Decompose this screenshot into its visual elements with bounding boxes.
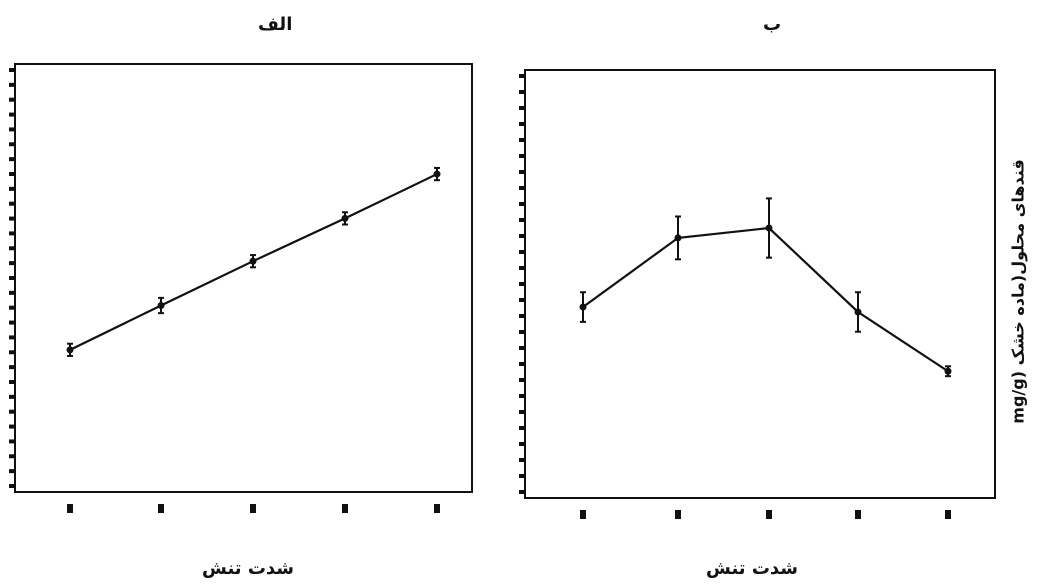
panel-a-data-point — [157, 302, 165, 310]
panel-a-x-tick — [342, 504, 348, 513]
panel-b-x-tick — [855, 510, 861, 519]
panel-b-x-tick — [766, 510, 772, 519]
panel-a-x-tick — [250, 504, 256, 513]
panel-a-title: الف — [258, 14, 293, 35]
panel-a-data-point — [341, 214, 349, 222]
panel-b-plot-frame — [524, 69, 996, 499]
panel-b-data-point — [674, 234, 682, 242]
panel-a-x-axis-label: شدت تنش — [202, 558, 295, 579]
panel-b-x-tick — [580, 510, 586, 519]
panel-a-plot-frame — [14, 63, 473, 493]
panel-b-series-line — [582, 226, 949, 373]
panel-a-x-tick — [434, 504, 440, 513]
panel-b-x-axis-label: شدت تنش — [706, 558, 799, 579]
panel-b-data-point — [765, 224, 773, 232]
panel-a-x-tick — [67, 504, 73, 513]
panel-b-data-point — [579, 303, 587, 311]
panel-b-data-point — [854, 308, 862, 316]
panel-b-x-tick — [945, 510, 951, 519]
panel-b-data-point — [944, 367, 952, 375]
panel-a-x-tick — [158, 504, 164, 513]
panel-a-data-point — [249, 257, 257, 265]
panel-b-x-tick — [675, 510, 681, 519]
panel-a-data-point — [433, 170, 441, 178]
panel-b-title: ب — [763, 14, 782, 35]
panel-b-y-axis-label: mg/g) قندهای محلول(ماده خشک — [1008, 159, 1028, 424]
panel-a-data-point — [66, 346, 74, 354]
